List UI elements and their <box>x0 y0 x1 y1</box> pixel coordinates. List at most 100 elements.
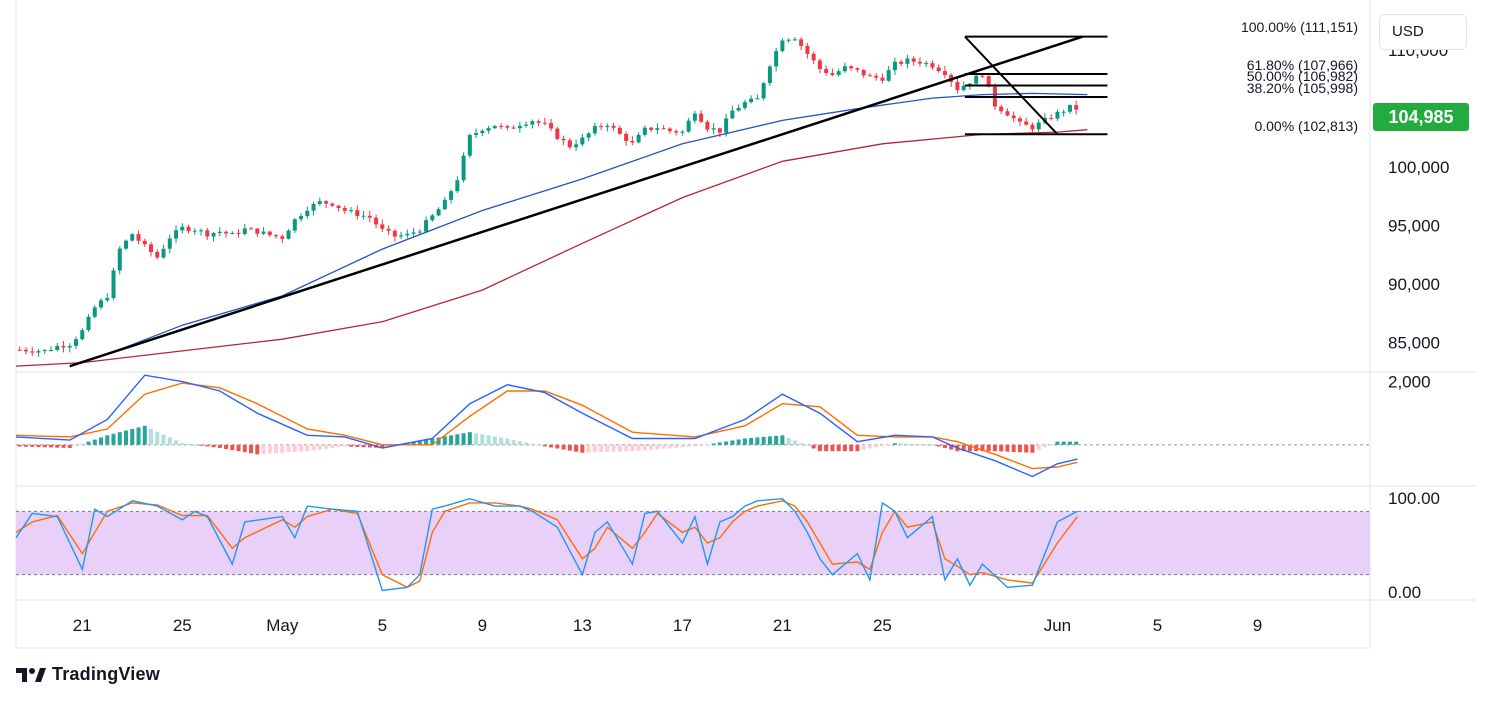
candle-up[interactable] <box>492 125 497 129</box>
candle-up[interactable] <box>42 350 47 352</box>
macd-pane[interactable] <box>15 374 1370 478</box>
candle-up[interactable] <box>692 113 697 121</box>
candle-down[interactable] <box>274 235 279 237</box>
candle-down[interactable] <box>236 232 241 234</box>
candle-up[interactable] <box>167 238 172 249</box>
candle-down[interactable] <box>911 58 916 62</box>
candle-down[interactable] <box>567 140 572 148</box>
candle-down[interactable] <box>549 123 554 129</box>
candle-up[interactable] <box>686 120 691 132</box>
candle-up[interactable] <box>905 58 910 64</box>
candle-down[interactable] <box>705 121 710 130</box>
candle-down[interactable] <box>624 133 629 141</box>
candle-down[interactable] <box>817 60 822 70</box>
candle-up[interactable] <box>724 118 729 133</box>
candle-up[interactable] <box>92 307 97 317</box>
candle-down[interactable] <box>930 63 935 68</box>
candle-up[interactable] <box>761 83 766 99</box>
candle-up[interactable] <box>405 233 410 236</box>
candle-up[interactable] <box>67 345 72 348</box>
candle-up[interactable] <box>580 137 585 145</box>
candle-up[interactable] <box>161 248 166 258</box>
candle-down[interactable] <box>980 75 985 77</box>
candle-down[interactable] <box>942 71 947 75</box>
candle-down[interactable] <box>280 236 285 239</box>
candle-up[interactable] <box>474 133 479 136</box>
candle-up[interactable] <box>174 230 179 239</box>
candle-up[interactable] <box>961 85 966 91</box>
candle-up[interactable] <box>774 51 779 67</box>
candle-up[interactable] <box>211 233 216 237</box>
candle-down[interactable] <box>17 349 22 351</box>
time-axis[interactable]: 21 25 May 5 9 13 17 21 25 Jun 5 9 <box>73 616 1262 635</box>
candle-up[interactable] <box>836 71 841 75</box>
candle-up[interactable] <box>117 248 122 271</box>
candle-down[interactable] <box>505 126 510 128</box>
macd-line[interactable] <box>15 374 1078 478</box>
candle-down[interactable] <box>1005 111 1010 116</box>
moving-average-fast[interactable] <box>69 92 1088 367</box>
candle-down[interactable] <box>917 61 922 64</box>
candle-down[interactable] <box>61 345 66 348</box>
candle-up[interactable] <box>55 345 60 350</box>
candle-down[interactable] <box>542 122 547 124</box>
candle-up[interactable] <box>411 232 416 234</box>
candle-up[interactable] <box>974 75 979 84</box>
candle-up[interactable] <box>1061 111 1066 113</box>
candle-down[interactable] <box>267 231 272 236</box>
candle-down[interactable] <box>1017 118 1022 122</box>
candle-up[interactable] <box>680 131 685 133</box>
candle-down[interactable] <box>1011 115 1016 119</box>
candle-down[interactable] <box>330 203 335 206</box>
candle-down[interactable] <box>661 128 666 130</box>
candle-up[interactable] <box>767 66 772 84</box>
candle-down[interactable] <box>899 61 904 64</box>
candle-up[interactable] <box>592 126 597 134</box>
candle-up[interactable] <box>449 191 454 200</box>
candle-down[interactable] <box>999 106 1004 112</box>
candle-up[interactable] <box>642 127 647 135</box>
stoch-k-line[interactable] <box>15 497 1078 592</box>
candle-up[interactable] <box>749 98 754 103</box>
candle-up[interactable] <box>124 240 129 249</box>
candle-down[interactable] <box>955 81 960 91</box>
candle-up[interactable] <box>461 155 466 181</box>
candle-up[interactable] <box>605 125 610 128</box>
candle-up[interactable] <box>655 128 660 130</box>
candle-down[interactable] <box>611 125 616 128</box>
candle-down[interactable] <box>1074 105 1079 110</box>
candle-down[interactable] <box>699 113 704 122</box>
candle-up[interactable] <box>305 210 310 217</box>
candle-down[interactable] <box>630 140 635 143</box>
candle-up[interactable] <box>180 226 185 231</box>
candle-down[interactable] <box>224 231 229 234</box>
price-pane[interactable]: 100.00% (111,151) 61.80% (107,966)50.00% … <box>15 19 1358 368</box>
candle-up[interactable] <box>192 230 197 232</box>
candle-down[interactable] <box>155 252 160 258</box>
candle-up[interactable] <box>636 134 641 143</box>
candle-down[interactable] <box>830 73 835 75</box>
candle-down[interactable] <box>667 128 672 132</box>
candle-down[interactable] <box>824 69 829 74</box>
candle-down[interactable] <box>380 224 385 229</box>
candle-up[interactable] <box>99 300 104 308</box>
candle-down[interactable] <box>861 69 866 76</box>
candle-up[interactable] <box>480 130 485 134</box>
candle-up[interactable] <box>1055 111 1060 119</box>
candle-up[interactable] <box>199 230 204 232</box>
price-axis[interactable]: 85,00090,00095,000100,000105,000110,0002… <box>1388 41 1449 602</box>
candle-down[interactable] <box>24 349 29 352</box>
candle-down[interactable] <box>142 240 147 245</box>
candle-up[interactable] <box>242 228 247 234</box>
ascending-trendline[interactable] <box>69 35 1083 368</box>
candle-up[interactable] <box>730 110 735 119</box>
candle-up[interactable] <box>755 98 760 100</box>
candle-down[interactable] <box>511 127 516 129</box>
candle-down[interactable] <box>386 228 391 231</box>
stoch-rsi-pane[interactable] <box>15 497 1370 592</box>
candle-down[interactable] <box>392 230 397 237</box>
currency-selector[interactable]: USD <box>1379 14 1467 50</box>
candle-down[interactable] <box>1049 117 1054 119</box>
candle-up[interactable] <box>36 351 41 353</box>
